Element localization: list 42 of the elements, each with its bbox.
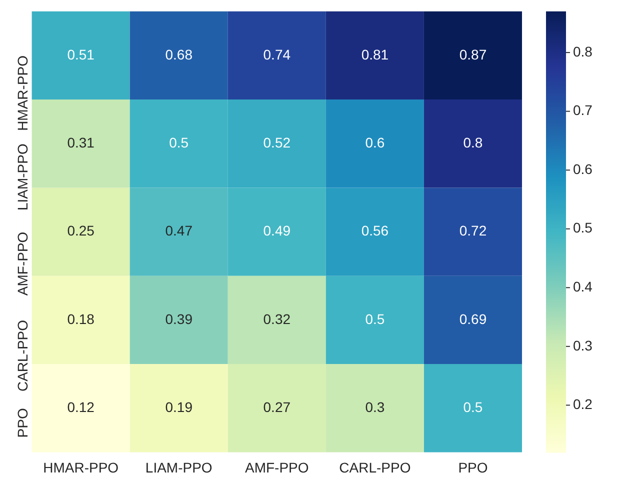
x-tick-label: LIAM-PPO <box>145 459 212 476</box>
data-label: 0.47 <box>165 222 193 239</box>
x-tick-label: AMF-PPO <box>245 459 309 476</box>
data-label: 0.5 <box>365 310 385 327</box>
data-label: 0.19 <box>165 398 193 415</box>
y-tick-label: LIAM-PPO <box>14 144 31 211</box>
data-label: 0.72 <box>459 222 487 239</box>
data-label: 0.52 <box>263 134 291 150</box>
data-label: 0.31 <box>67 134 95 150</box>
data-label: 0.6 <box>365 134 385 150</box>
data-label: 0.81 <box>361 46 389 62</box>
y-tick-label: AMF-PPO <box>14 232 31 296</box>
data-label: 0.27 <box>263 398 291 415</box>
y-tick-label: CARL-PPO <box>14 320 31 392</box>
x-tick-label: HMAR-PPO <box>43 459 119 476</box>
color-bar-label: 0.4 <box>573 278 593 294</box>
data-label: 0.25 <box>67 222 95 239</box>
color-bar-label: 0.3 <box>573 337 593 354</box>
data-label: 0.49 <box>263 222 291 239</box>
data-label: 0.68 <box>165 46 193 62</box>
data-label: 0.32 <box>263 310 291 327</box>
data-label: 0.74 <box>263 46 291 62</box>
color-bar-label: 0.7 <box>573 102 593 118</box>
x-tick-label: PPO <box>458 459 488 476</box>
data-label: 0.87 <box>459 46 487 62</box>
data-label: 0.69 <box>459 310 487 327</box>
data-label: 0.56 <box>361 222 389 239</box>
color-bar-label: 0.6 <box>573 160 593 177</box>
data-label: 0.3 <box>365 398 385 415</box>
y-tick-label: PPO <box>14 408 31 438</box>
data-label: 0.39 <box>165 310 193 327</box>
color-bar-label: 0.8 <box>573 43 593 60</box>
y-tick-label: HMAR-PPO <box>14 55 31 131</box>
data-label: 0.8 <box>463 134 483 150</box>
data-label: 0.5 <box>169 134 189 150</box>
color-bar-label: 0.2 <box>573 396 593 412</box>
data-label: 0.5 <box>463 398 483 415</box>
data-label: 0.12 <box>67 398 95 415</box>
x-tick-label: CARL-PPO <box>339 459 411 476</box>
color-bar-label: 0.5 <box>573 220 593 236</box>
data-label: 0.18 <box>67 310 95 327</box>
data-label: 0.51 <box>67 46 95 62</box>
